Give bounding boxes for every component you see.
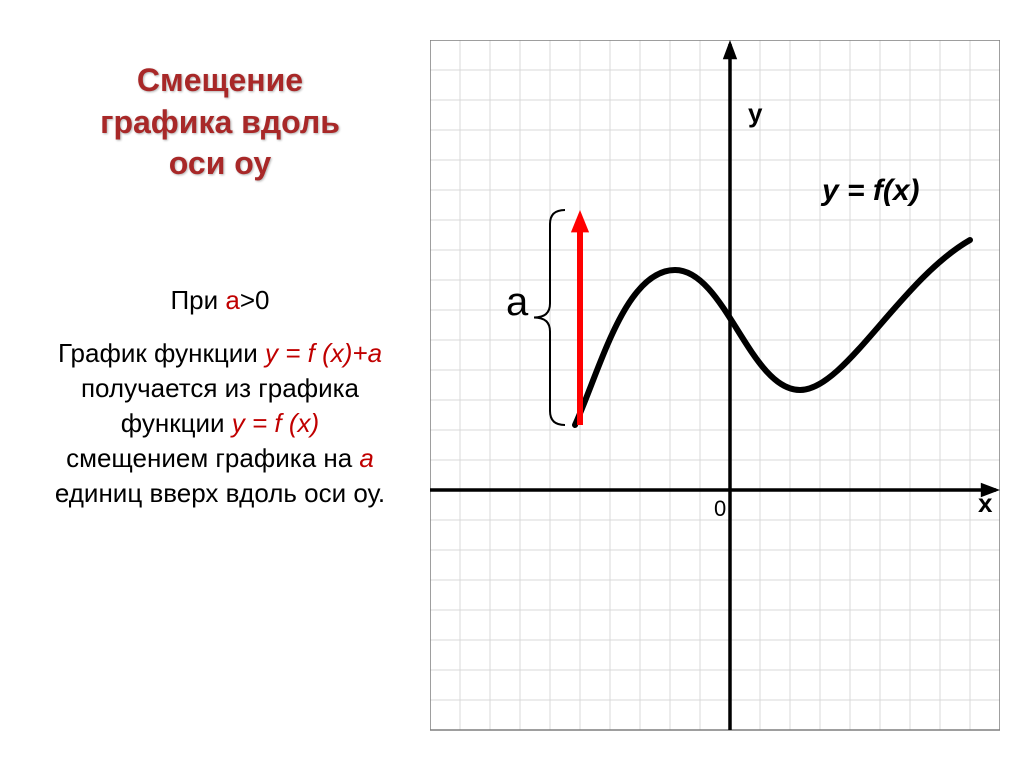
desc-t3: смещением графика на <box>66 443 359 473</box>
desc-fn2: у = f (x) <box>232 408 319 438</box>
description-text: График функции у = f (x)+а получается из… <box>30 336 410 511</box>
title-line3: оси оу <box>169 145 271 181</box>
svg-text:а: а <box>506 280 529 324</box>
chart-svg: х у 0 у = f(x) а <box>430 40 1000 740</box>
cond-prefix: При <box>170 285 225 315</box>
cond-op: > <box>240 285 255 315</box>
chart: х у 0 у = f(x) а <box>430 40 1000 740</box>
condition-text: При а>0 <box>30 285 410 316</box>
cond-var: а <box>225 285 239 315</box>
svg-text:у: у <box>748 98 763 128</box>
title-line2: графика вдоль <box>100 104 340 140</box>
slide-title: Смещение графика вдоль оси оу <box>30 60 410 185</box>
svg-text:х: х <box>978 488 993 518</box>
desc-t1: График функции <box>58 338 265 368</box>
svg-text:у = f(x): у = f(x) <box>820 174 920 207</box>
cond-val: 0 <box>255 285 269 315</box>
desc-fn1: у = f (x)+а <box>265 338 382 368</box>
title-line1: Смещение <box>137 62 303 98</box>
svg-text:0: 0 <box>714 496 726 521</box>
desc-a: а <box>359 443 373 473</box>
desc-t4: единиц вверх вдоль оси оу. <box>55 478 385 508</box>
